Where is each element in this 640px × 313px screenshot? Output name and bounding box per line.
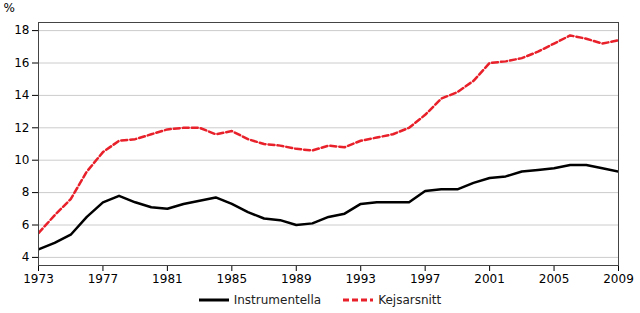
- svg-text:1989: 1989: [281, 272, 312, 286]
- svg-text:16: 16: [14, 56, 29, 70]
- svg-text:2009: 2009: [603, 272, 634, 286]
- svg-text:%: %: [4, 1, 15, 15]
- svg-text:1981: 1981: [152, 272, 183, 286]
- svg-text:1997: 1997: [410, 272, 441, 286]
- html-text:Instrumentella: Instrumentella: [233, 293, 322, 307]
- svg-text:10: 10: [14, 153, 29, 167]
- svg-text:6: 6: [22, 218, 30, 232]
- svg-text:2001: 2001: [474, 272, 505, 286]
- svg-text:1985: 1985: [217, 272, 248, 286]
- svg-text:2005: 2005: [539, 272, 570, 286]
- svg-text:8: 8: [22, 185, 30, 199]
- svg-text:1993: 1993: [345, 272, 376, 286]
- svg-text:1973: 1973: [23, 272, 54, 286]
- svg-text:14: 14: [14, 88, 29, 102]
- html-text:Kejsarsnitt: Kejsarsnitt: [378, 293, 442, 307]
- svg-text:12: 12: [14, 121, 29, 135]
- svg-text:18: 18: [14, 23, 29, 37]
- svg-text:4: 4: [22, 250, 30, 264]
- svg-text:1977: 1977: [88, 272, 119, 286]
